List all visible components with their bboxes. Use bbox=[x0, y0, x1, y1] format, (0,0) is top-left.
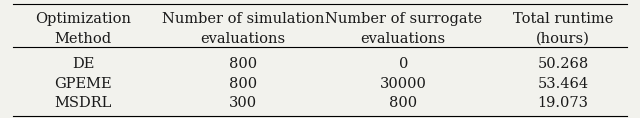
Text: 800: 800 bbox=[229, 57, 257, 71]
Text: 800: 800 bbox=[389, 96, 417, 110]
Text: 53.464: 53.464 bbox=[538, 77, 589, 91]
Text: MSDRL: MSDRL bbox=[54, 96, 112, 110]
Text: (hours): (hours) bbox=[536, 32, 590, 46]
Text: 0: 0 bbox=[399, 57, 408, 71]
Text: 300: 300 bbox=[229, 96, 257, 110]
Text: GPEME: GPEME bbox=[54, 77, 112, 91]
Text: evaluations: evaluations bbox=[360, 32, 446, 46]
Text: 30000: 30000 bbox=[380, 77, 427, 91]
Text: Number of surrogate: Number of surrogate bbox=[324, 12, 482, 26]
Text: Total runtime: Total runtime bbox=[513, 12, 613, 26]
Text: Optimization: Optimization bbox=[35, 12, 131, 26]
Text: 50.268: 50.268 bbox=[538, 57, 589, 71]
Text: 800: 800 bbox=[229, 77, 257, 91]
Text: evaluations: evaluations bbox=[200, 32, 286, 46]
Text: Method: Method bbox=[54, 32, 112, 46]
Text: 19.073: 19.073 bbox=[538, 96, 589, 110]
Text: DE: DE bbox=[72, 57, 94, 71]
Text: Number of simulation: Number of simulation bbox=[162, 12, 324, 26]
